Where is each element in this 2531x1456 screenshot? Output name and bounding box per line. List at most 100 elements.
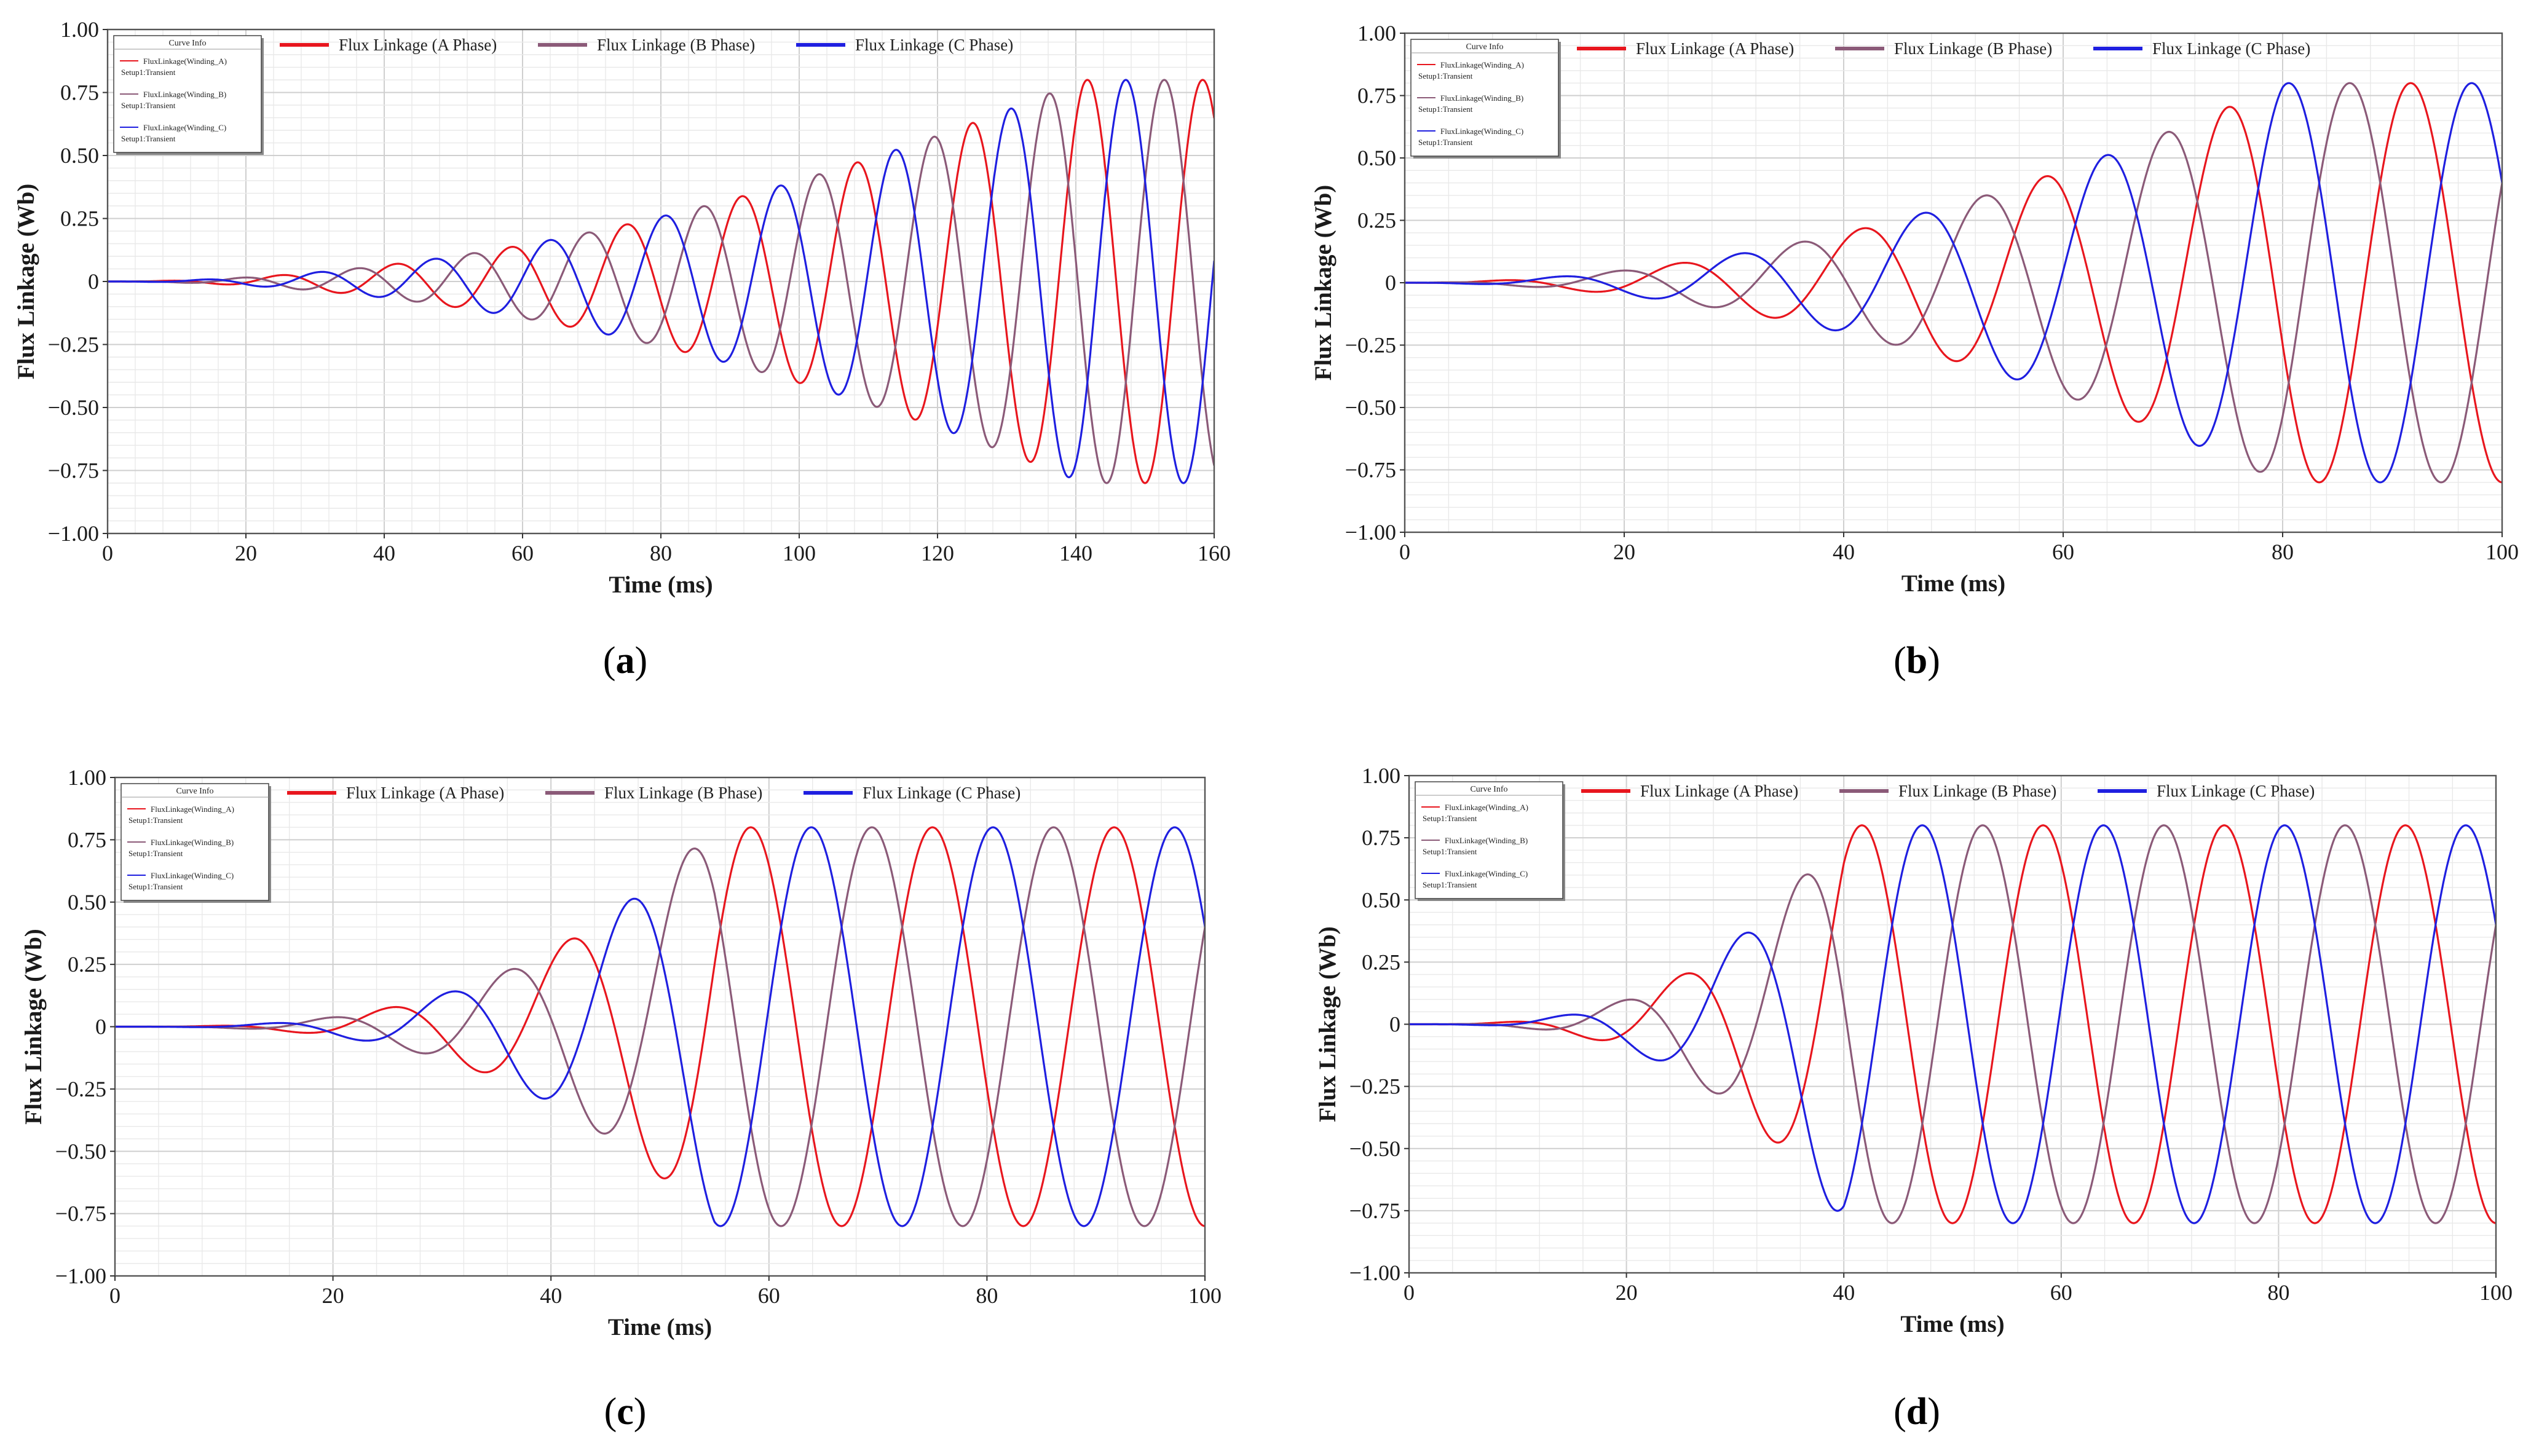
x-tick-label: 0 xyxy=(1404,1280,1415,1305)
x-tick-label: 60 xyxy=(758,1283,780,1308)
y-tick-label: 0 xyxy=(88,269,99,294)
series-line-c-phase xyxy=(1409,824,2496,1224)
y-tick-label: 1.00 xyxy=(68,765,106,790)
y-tick-label: 0.25 xyxy=(1357,208,1396,233)
y-tick-label: 0.25 xyxy=(60,207,99,231)
curve-info-setup: Setup1:Transient xyxy=(128,882,183,891)
y-tick-label: 0.75 xyxy=(1357,84,1396,108)
y-tick-label: 0 xyxy=(1385,270,1396,295)
legend-label: Flux Linkage (C Phase) xyxy=(863,784,1021,802)
legend: Flux Linkage (A Phase) Flux Linkage (B Ph… xyxy=(1577,39,2310,58)
curve-info-name: FluxLinkage(Winding_B) xyxy=(1445,836,1528,845)
curve-info-box: Curve Info FluxLinkage(Winding_A) Setup1:T… xyxy=(120,783,271,903)
y-tick-label: 0.50 xyxy=(60,143,99,168)
y-tick-label: 0.25 xyxy=(1362,950,1400,974)
legend-label: Flux Linkage (C Phase) xyxy=(2152,39,2310,58)
chart-panel-d: 1.000.750.500.250−0.25−0.50−0.75−1.000 20… xyxy=(1314,763,2513,1433)
series-line-a-phase xyxy=(115,826,1205,1227)
y-tick-label: −0.25 xyxy=(55,1077,106,1101)
x-tick-label: 100 xyxy=(1188,1283,1222,1308)
y-axis-label: Flux Linkage (Wb) xyxy=(13,184,39,380)
y-tick-label: 0.50 xyxy=(1362,887,1400,912)
curve-info-name: FluxLinkage(Winding_A) xyxy=(1440,60,1524,69)
y-tick-label: 0 xyxy=(1389,1012,1400,1037)
y-tick-label: −0.25 xyxy=(48,333,99,357)
y-tick-label: −0.25 xyxy=(1349,1074,1400,1099)
legend: Flux Linkage (A Phase) Flux Linkage (B Ph… xyxy=(287,784,1021,802)
curve-info-title: Curve Info xyxy=(1470,785,1507,794)
curve-info-setup: Setup1:Transient xyxy=(1418,104,1473,114)
x-tick-label: 100 xyxy=(783,541,816,565)
curve-info-setup: Setup1:Transient xyxy=(1423,814,1477,823)
curve-info-title: Curve Info xyxy=(1466,42,1503,52)
y-tick-label: 1.00 xyxy=(60,17,99,42)
curve-info-setup: Setup1:Transient xyxy=(1423,880,1477,889)
chart-panel-c: 1.000.750.500.250−0.25−0.50−0.75−1.000 20… xyxy=(20,765,1222,1433)
x-tick-label: 80 xyxy=(650,541,672,565)
y-axis-label: Flux Linkage (Wb) xyxy=(1314,926,1341,1122)
y-axis-label: Flux Linkage (Wb) xyxy=(20,929,47,1125)
curve-info-title: Curve Info xyxy=(168,39,206,48)
x-tick-label: 120 xyxy=(921,541,954,565)
y-tick-label: −0.25 xyxy=(1345,333,1396,358)
x-tick-label: 40 xyxy=(540,1283,562,1308)
legend-label: Flux Linkage (B Phase) xyxy=(1894,39,2052,58)
x-axis-label: Time (ms) xyxy=(608,1314,712,1340)
series-line-a-phase xyxy=(108,79,1214,484)
curve-info-box: Curve Info FluxLinkage(Winding_A) Setup1:T… xyxy=(1410,39,1561,159)
curve-info-title: Curve Info xyxy=(176,787,213,796)
y-tick-label: −0.50 xyxy=(1349,1136,1400,1161)
panel-label: (c) xyxy=(604,1391,647,1433)
curve-info-setup: Setup1:Transient xyxy=(121,134,176,143)
panel-label: (d) xyxy=(1893,1391,1940,1433)
series-line-c-phase xyxy=(1405,82,2502,484)
x-tick-label: 60 xyxy=(2052,540,2074,564)
curve-info-setup: Setup1:Transient xyxy=(1423,847,1477,856)
curve-info-setup: Setup1:Transient xyxy=(121,101,176,110)
x-tick-label: 20 xyxy=(322,1283,344,1308)
y-tick-label: −1.00 xyxy=(1345,520,1396,545)
curve-info-box: Curve Info FluxLinkage(Winding_A) Setup1:T… xyxy=(113,35,264,155)
x-tick-label: 100 xyxy=(2486,540,2519,564)
legend-label: Flux Linkage (B Phase) xyxy=(604,784,762,802)
series-line-a-phase xyxy=(1409,824,2496,1224)
legend-label: Flux Linkage (C Phase) xyxy=(855,36,1013,54)
series-line-c-phase xyxy=(108,79,1214,484)
curve-info-setup: Setup1:Transient xyxy=(1418,71,1473,81)
chart-panel-a: 1.000.750.500.250−0.25−0.50−0.75−1.000 20… xyxy=(13,17,1231,682)
y-tick-label: 0.75 xyxy=(60,81,99,105)
y-tick-label: 0.75 xyxy=(68,827,106,852)
y-tick-label: 0 xyxy=(95,1015,106,1039)
x-axis-label: Time (ms) xyxy=(1900,1311,2004,1337)
y-tick-label: −0.75 xyxy=(1349,1198,1400,1223)
y-tick-label: 1.00 xyxy=(1357,21,1396,45)
curve-info-name: FluxLinkage(Winding_A) xyxy=(151,805,234,814)
x-tick-label: 40 xyxy=(1833,540,1855,564)
x-tick-label: 20 xyxy=(1616,1280,1638,1305)
series-line-a-phase xyxy=(1405,82,2502,484)
legend-label: Flux Linkage (A Phase) xyxy=(1636,39,1794,58)
legend-label: Flux Linkage (A Phase) xyxy=(346,784,504,802)
series-group xyxy=(1405,82,2502,484)
panel-label: (a) xyxy=(603,640,647,682)
y-tick-label: −0.75 xyxy=(1345,458,1396,482)
legend-label: Flux Linkage (B Phase) xyxy=(1898,782,2056,800)
legend: Flux Linkage (A Phase) Flux Linkage (B Ph… xyxy=(1581,782,2315,800)
x-tick-label: 0 xyxy=(109,1283,120,1308)
x-tick-label: 40 xyxy=(373,541,395,565)
x-tick-label: 140 xyxy=(1059,541,1092,565)
y-tick-label: −0.50 xyxy=(1345,395,1396,420)
legend: Flux Linkage (A Phase) Flux Linkage (B Ph… xyxy=(280,36,1013,54)
y-axis-label: Flux Linkage (Wb) xyxy=(1310,185,1337,381)
legend-label: Flux Linkage (C Phase) xyxy=(2157,782,2315,800)
curve-info-box: Curve Info FluxLinkage(Winding_A) Setup1:T… xyxy=(1415,781,1565,901)
curve-info-name: FluxLinkage(Winding_B) xyxy=(143,90,226,99)
y-tick-label: 0.25 xyxy=(68,952,106,977)
x-tick-label: 160 xyxy=(1198,541,1231,565)
grid xyxy=(1404,33,2503,533)
legend-label: Flux Linkage (A Phase) xyxy=(1640,782,1798,800)
y-tick-label: −0.50 xyxy=(55,1139,106,1163)
y-tick-label: −1.00 xyxy=(55,1264,106,1288)
y-tick-label: −0.75 xyxy=(55,1202,106,1226)
